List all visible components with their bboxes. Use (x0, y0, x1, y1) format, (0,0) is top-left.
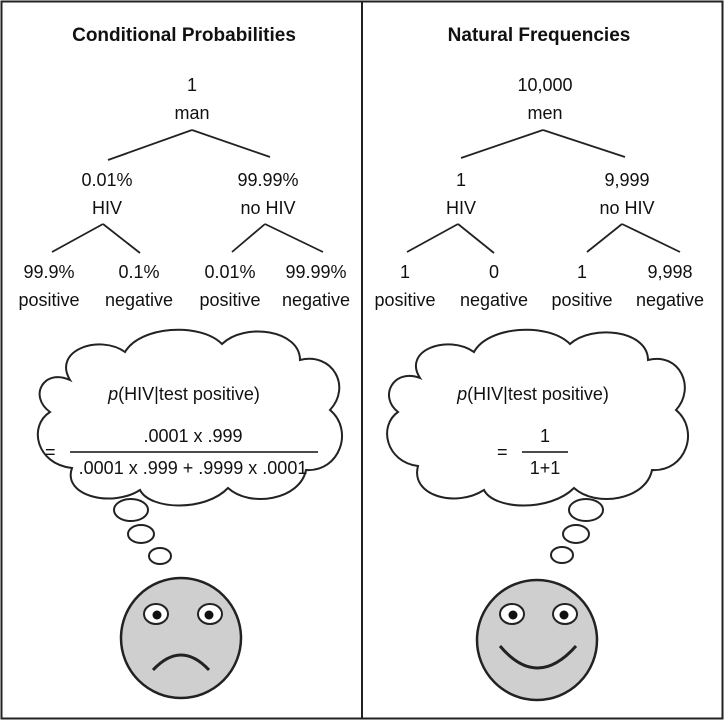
left-thought-bubble (148, 547, 172, 565)
right-leaf-3-value: 1 (577, 262, 587, 282)
right-leaf-2-value: 0 (489, 262, 499, 282)
left-root-count: 1 (187, 75, 197, 95)
face-pupil (559, 610, 569, 620)
right-formula-equals: = (497, 442, 508, 462)
left-panel: Conditional Probabilities 1 man 0.01% HI… (18, 25, 350, 700)
right-tree-edge (586, 223, 623, 253)
left-branch-right-value: 99.99% (237, 170, 298, 190)
left-formula-equals: = (45, 442, 56, 462)
face-head (475, 578, 599, 702)
right-panel: Natural Frequencies 10,000 men 1 HIV 9,9… (374, 25, 704, 702)
right-thought-bubble (562, 524, 590, 544)
face-pupil (152, 610, 162, 620)
happy-face-icon (475, 578, 599, 702)
left-title: Conditional Probabilities (72, 25, 296, 46)
right-formula-denominator: 1+1 (530, 458, 561, 478)
left-thought-bubble (113, 498, 149, 522)
right-root-label: men (527, 103, 562, 123)
right-tree-edge (621, 223, 681, 253)
left-tree-edge (51, 223, 104, 253)
right-tree-edge (542, 129, 626, 158)
left-formula-denominator: .0001 x .999 + .9999 x .0001 (79, 458, 308, 478)
sad-face-icon (119, 576, 243, 700)
right-branch-right-label: no HIV (599, 198, 654, 218)
left-leaf-4-label: negative (282, 290, 350, 310)
left-thought-bubble (127, 524, 155, 544)
right-formula-numerator: 1 (540, 426, 550, 446)
right-branch-left-label: HIV (446, 198, 476, 218)
right-leaf-1-value: 1 (400, 262, 410, 282)
left-leaf-3-label: positive (199, 290, 260, 310)
left-leaf-2-value: 0.1% (118, 262, 159, 282)
right-leaf-1-label: positive (374, 290, 435, 310)
left-formula-probability: p(HIV|test positive) (107, 384, 260, 404)
left-tree-edge (231, 223, 266, 253)
right-leaf-4-value: 9,998 (647, 262, 692, 282)
left-tree-edge (102, 223, 141, 254)
left-leaf-3-value: 0.01% (204, 262, 255, 282)
left-leaf-1-label: positive (18, 290, 79, 310)
right-thought-bubble (568, 498, 604, 522)
left-tree-edge (107, 129, 193, 161)
left-leaf-2-label: negative (105, 290, 173, 310)
face-smile (498, 645, 578, 670)
left-root-label: man (174, 103, 209, 123)
right-branch-right-value: 9,999 (604, 170, 649, 190)
face-frown (151, 653, 211, 672)
right-thought-cloud (386, 328, 689, 507)
left-formula-numerator: .0001 x .999 (143, 426, 242, 446)
right-formula-probability: p(HIV|test positive) (456, 384, 609, 404)
right-root-count: 10,000 (517, 75, 572, 95)
right-tree-edge (406, 223, 459, 253)
right-leaf-4-label: negative (636, 290, 704, 310)
left-leaf-1-value: 99.9% (23, 262, 74, 282)
right-leaf-2-label: negative (460, 290, 528, 310)
left-tree-edge (264, 223, 324, 253)
left-tree-edge (191, 129, 271, 158)
right-tree-edge (460, 129, 544, 159)
right-thought-bubble (550, 546, 574, 564)
right-leaf-3-label: positive (551, 290, 612, 310)
left-thought-cloud (36, 328, 343, 507)
right-title: Natural Frequencies (448, 25, 631, 46)
face-pupil (204, 610, 214, 620)
left-branch-left-value: 0.01% (81, 170, 132, 190)
left-branch-left-label: HIV (92, 198, 122, 218)
right-branch-left-value: 1 (456, 170, 466, 190)
left-leaf-4-value: 99.99% (285, 262, 346, 282)
face-pupil (508, 610, 518, 620)
left-branch-right-label: no HIV (240, 198, 295, 218)
face-head (119, 576, 243, 700)
right-tree-edge (457, 223, 495, 254)
